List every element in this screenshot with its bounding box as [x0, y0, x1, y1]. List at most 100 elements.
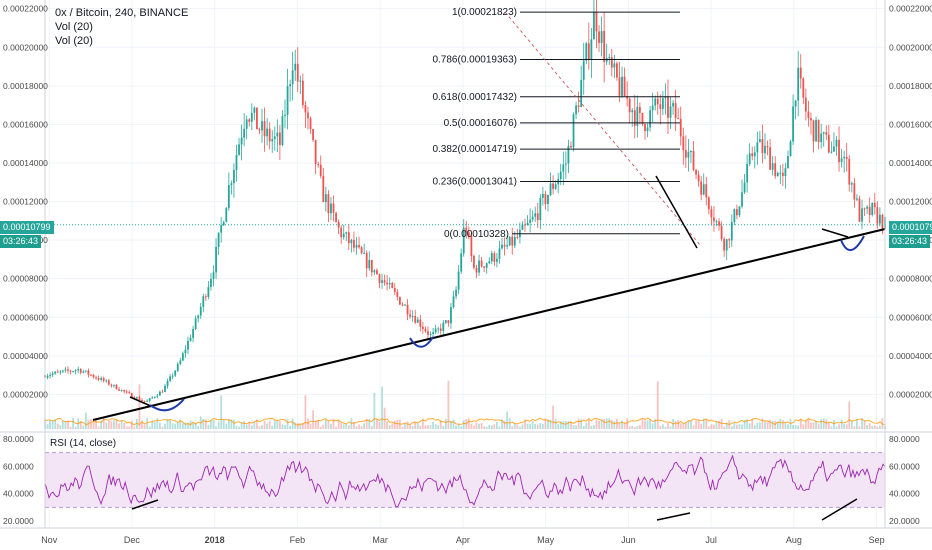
volume-bar: [243, 421, 246, 429]
candle-body: [120, 389, 123, 391]
candle-body: [110, 384, 113, 386]
volume-bar: [245, 424, 248, 429]
volume-indicator-label-1[interactable]: Vol (20): [55, 21, 93, 33]
time-tick: 2018: [205, 535, 225, 545]
candle-body: [511, 236, 514, 246]
volume-bar: [69, 426, 72, 429]
volume-bar: [761, 418, 764, 429]
candle-body: [710, 209, 713, 218]
price-tick-left: 0.00006000: [3, 312, 48, 322]
candle-body: [582, 60, 585, 80]
candle-body: [319, 164, 322, 176]
volume-bar: [475, 422, 478, 429]
candle-body: [812, 120, 815, 142]
volume-bar: [46, 424, 49, 429]
volume-ma-line: [44, 417, 886, 426]
volume-bar: [406, 421, 409, 429]
price-tick-right: 0.00018000: [889, 81, 932, 91]
candle-body: [736, 209, 738, 216]
rsi-label[interactable]: RSI (14, close): [50, 438, 117, 449]
time-tick: Jul: [705, 535, 717, 545]
candle-body: [858, 198, 861, 222]
volume-bar: [450, 420, 452, 429]
price-tick-left: 0.00002000: [3, 389, 48, 399]
candle-body: [337, 222, 340, 228]
candle-body: [307, 112, 309, 119]
volume-bar: [758, 422, 761, 429]
candle-body: [746, 163, 749, 183]
candle-body: [118, 389, 120, 391]
volume-bar: [434, 424, 437, 429]
volume-bar: [830, 426, 833, 429]
volume-bar: [467, 418, 470, 429]
volume-bar: [600, 419, 603, 429]
volume-bar: [702, 418, 705, 429]
volume-bar: [661, 424, 664, 429]
candle-body: [92, 374, 95, 378]
volume-bar: [432, 421, 434, 429]
support-trendline: [92, 228, 886, 421]
candle-body: [677, 118, 680, 120]
volume-bar: [210, 420, 212, 429]
candle-body: [475, 267, 478, 273]
candle-body: [462, 227, 465, 254]
candle-body: [220, 225, 223, 233]
rsi-series: [44, 454, 886, 521]
candle-body: [271, 139, 274, 142]
candle-body: [253, 107, 256, 113]
rsi-divergence-line: [821, 498, 858, 521]
volume-bar: [741, 424, 743, 429]
volume-bar: [771, 421, 774, 429]
volume-bar: [204, 419, 207, 429]
price-tick-left: 0.00016000: [3, 119, 48, 129]
candle-body: [730, 222, 733, 241]
candle-body: [861, 208, 863, 222]
candle-body: [273, 136, 276, 140]
chart-title: 0x / Bitcoin, 240, BINANCE: [55, 7, 189, 19]
candle-body: [376, 270, 378, 275]
candle-body: [304, 104, 307, 113]
volume-bar: [342, 424, 345, 429]
volume-bar: [312, 410, 314, 429]
volume-bar: [544, 418, 547, 429]
time-tick: Nov: [41, 535, 58, 545]
candle-body: [97, 378, 100, 380]
candle-body: [181, 353, 184, 361]
volume-bar: [113, 420, 115, 429]
volume-bar: [388, 425, 391, 429]
candlestick-series[interactable]: [44, 0, 886, 404]
candle-body: [766, 145, 769, 148]
candle-body: [638, 107, 641, 113]
volume-bar: [340, 422, 343, 429]
bottom-arc-marker: [409, 336, 434, 348]
candle-body: [146, 400, 149, 402]
volume-bar: [215, 426, 217, 429]
candle-body: [575, 105, 577, 115]
candle-body: [192, 328, 194, 338]
candle-body: [207, 287, 210, 297]
candle-body: [541, 193, 544, 198]
volume-bar: [82, 425, 85, 429]
volume-bar: [250, 425, 253, 429]
volume-indicator-label-2[interactable]: Vol (20): [55, 35, 93, 47]
volume-bar: [376, 418, 378, 429]
user-drawings[interactable]: [45, 175, 886, 421]
candle-body: [868, 206, 871, 215]
price-tick-right: 0.00014000: [889, 158, 932, 168]
time-tick: Feb: [290, 535, 306, 545]
candle-body: [804, 97, 807, 112]
fib-trend-line: [504, 11, 701, 246]
volume-bar: [123, 422, 126, 429]
candle-body: [856, 198, 858, 200]
volume-bar: [444, 418, 447, 429]
volume-bar: [564, 421, 567, 429]
candle-body: [444, 320, 447, 323]
candle-body: [616, 63, 618, 78]
volume-bar: [416, 423, 419, 429]
volume-bar: [498, 426, 501, 429]
volume-bar: [207, 424, 210, 429]
candle-body: [866, 206, 869, 209]
fibonacci-retracement[interactable]: 1(0.00021823) 0.786(0.00019363) 0.618(0.00…: [432, 7, 701, 246]
volume-bar: [638, 425, 641, 429]
